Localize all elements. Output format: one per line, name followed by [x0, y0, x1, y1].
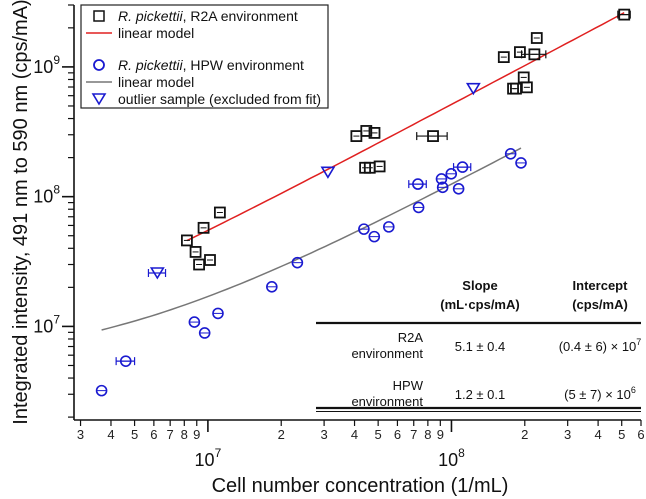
data-point-square: [204, 254, 216, 266]
data-point-square: [213, 206, 226, 219]
data-point-square: [528, 48, 541, 61]
data-point-square: [510, 82, 522, 95]
x-tick-label: 3: [320, 427, 327, 442]
data-point-square: [530, 32, 543, 44]
table-row-label: environment: [351, 394, 423, 409]
table-header-unit: (cps/mA): [572, 297, 628, 312]
fit-line-r2a: [186, 12, 625, 242]
legend-label: R. pickettii, R2A environment: [118, 8, 298, 24]
x-tick-label: 9: [437, 427, 444, 442]
table-intercept-value: (5 ± 7) × 106: [564, 385, 636, 402]
table-slope-value: 1.2 ± 0.1: [455, 387, 506, 402]
legend-circle-icon: [93, 59, 105, 71]
x-tick-label: 9: [193, 427, 200, 442]
fit-lines: [101, 12, 625, 331]
table-row-label: environment: [351, 346, 423, 361]
table-row-label: R2A: [398, 330, 424, 345]
x-tick-label: 2: [278, 427, 285, 442]
table-header-unit: (mL·cps/mA): [440, 297, 519, 312]
x-tick-label: 5: [131, 427, 138, 442]
legend-square-icon: [93, 10, 105, 22]
table-row-label: HPW: [393, 378, 424, 393]
legend-label: linear model: [118, 74, 194, 90]
data-point-triangle-down: [149, 267, 165, 280]
series-square: [181, 8, 631, 271]
data-points: [95, 8, 631, 397]
x-tick-label: 4: [594, 427, 601, 442]
table-slope-value: 5.1 ± 0.4: [455, 339, 506, 354]
y-axis-title: Integrated intensity, 491 nm to 590 nm (…: [10, 0, 32, 425]
table-header: Intercept: [573, 278, 629, 293]
x-tick-label: 3: [77, 427, 84, 442]
legend-label: R. pickettii, HPW environment: [118, 57, 304, 73]
x-tick-label: 5: [618, 427, 625, 442]
data-point-square: [618, 8, 631, 21]
y-decade-label: 108: [33, 183, 60, 207]
x-tick-label: 7: [167, 427, 174, 442]
y-decade-label: 107: [33, 312, 60, 336]
table-intercept-value: (0.4 ± 6) × 107: [559, 337, 642, 354]
x-decade-label: 107: [195, 446, 222, 470]
x-tick-label: 8: [181, 427, 188, 442]
series-triangle-down: [147, 82, 481, 280]
data-point-triangle-down: [320, 166, 336, 179]
data-point-square: [368, 127, 381, 139]
series-circle: [95, 147, 527, 397]
data-point-square: [497, 51, 510, 64]
x-tick-label: 5: [375, 427, 382, 442]
data-point-square: [373, 160, 386, 173]
legend-triangle-icon: [91, 93, 107, 106]
x-tick-label: 4: [107, 427, 114, 442]
x-tick-label: 6: [637, 427, 644, 442]
x-tick-label: 8: [424, 427, 431, 442]
fit-line-hpw: [101, 147, 522, 331]
fit-parameters-table: Slope(mL·cps/mA)Intercept(cps/mA)R2Aenvi…: [316, 278, 641, 412]
table-header: Slope: [462, 278, 497, 293]
data-point-square: [360, 125, 373, 137]
legend-label: outlier sample (excluded from fit): [118, 91, 321, 107]
y-decade-label: 109: [33, 53, 60, 77]
x-tick-label: 2: [521, 427, 528, 442]
data-point-square: [181, 234, 193, 247]
x-tick-label: 6: [394, 427, 401, 442]
x-axis-title: Cell number concentration (1/mL): [212, 475, 509, 497]
x-tick-label: 3: [564, 427, 571, 442]
data-point-square: [193, 258, 205, 271]
x-tick-label: 4: [351, 427, 358, 442]
data-point-square: [197, 221, 210, 234]
legend-label: linear model: [118, 25, 194, 41]
data-point-square: [427, 130, 439, 142]
data-point-square: [514, 46, 526, 59]
x-tick-label: 6: [150, 427, 157, 442]
x-decade-label: 108: [438, 446, 465, 470]
data-point-triangle-down: [465, 82, 481, 96]
x-tick-label: 7: [410, 427, 417, 442]
data-point-square: [520, 81, 533, 94]
data-point-square: [189, 246, 202, 258]
legend-box: [80, 4, 329, 109]
